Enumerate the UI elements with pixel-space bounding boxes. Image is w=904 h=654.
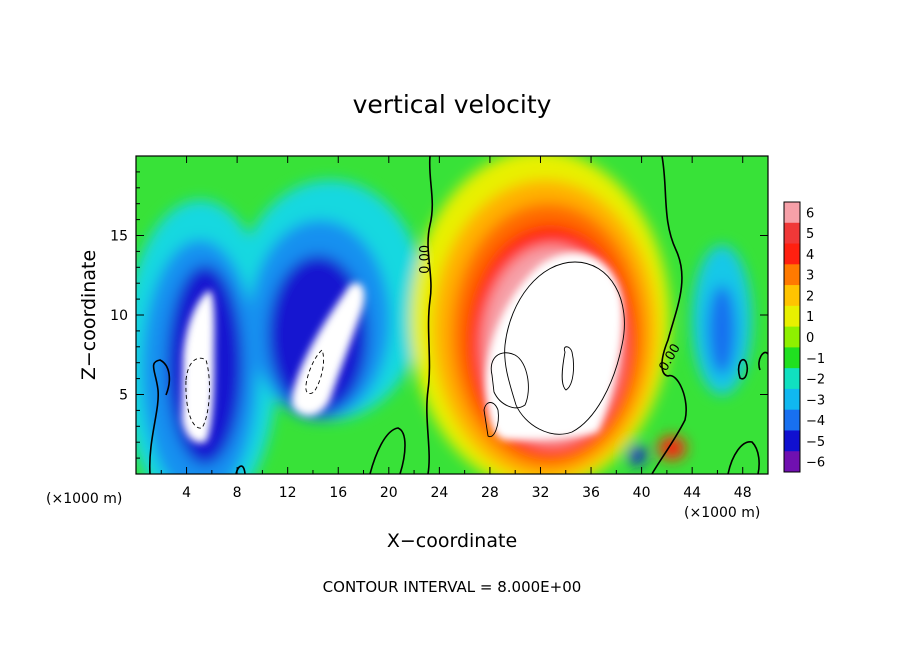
y-tick-label: 5 bbox=[119, 388, 128, 404]
plot-area bbox=[136, 156, 768, 474]
colorbar-label: −4 bbox=[806, 414, 825, 429]
colorbar-label: 3 bbox=[806, 269, 814, 284]
colorbar-label: −3 bbox=[806, 393, 825, 408]
colorbar-label: −1 bbox=[806, 352, 825, 367]
x-tick-label: 32 bbox=[532, 485, 550, 501]
colorbar-label: −6 bbox=[806, 456, 825, 471]
colorbar-label: −5 bbox=[806, 435, 825, 450]
x-tick-label: 16 bbox=[329, 485, 347, 501]
contour-label: 0.00 bbox=[418, 245, 433, 274]
colorbar-swatch bbox=[784, 430, 800, 452]
colorbar-swatch bbox=[784, 368, 800, 390]
colorbar-label: 4 bbox=[806, 248, 814, 263]
colorbar: 6 5 4 3 2 1 0 −1 −2 −3 −4 −5 −6 bbox=[783, 201, 825, 473]
colorbar-swatch bbox=[784, 285, 800, 307]
colorbar-swatch bbox=[784, 451, 800, 473]
x-axis: 4 8 12 16 20 24 28 32 36 40 44 48 bbox=[160, 156, 752, 501]
colorbar-swatch bbox=[784, 388, 800, 411]
colorbar-swatch bbox=[784, 243, 800, 265]
colorbar-label: 1 bbox=[806, 310, 814, 325]
x-unit-right: (×1000 m) bbox=[684, 505, 760, 521]
x-tick-label: 24 bbox=[430, 485, 448, 501]
colorbar-label: 2 bbox=[806, 289, 814, 304]
colorbar-frame bbox=[783, 201, 801, 473]
y-axis: 5 10 15 bbox=[110, 171, 768, 459]
colorbar-swatch bbox=[784, 264, 800, 286]
x-tick-label: 4 bbox=[182, 485, 191, 501]
x-tick-label: 20 bbox=[380, 485, 398, 501]
y-axis-label: Z−coordinate bbox=[78, 250, 100, 380]
chart-title: vertical velocity bbox=[353, 90, 552, 119]
y-tick-label: 15 bbox=[110, 229, 128, 245]
colorbar-swatch bbox=[784, 202, 800, 224]
colorbar-label: −2 bbox=[806, 373, 825, 388]
x-tick-label: 28 bbox=[481, 485, 499, 501]
contour-lines-negative bbox=[185, 349, 325, 429]
x-tick-label: 36 bbox=[582, 485, 600, 501]
y-tick-label: 10 bbox=[110, 308, 128, 324]
contour-lines bbox=[148, 156, 768, 474]
contour-interval-note: CONTOUR INTERVAL = 8.000E+00 bbox=[323, 578, 582, 596]
colorbar-swatch bbox=[784, 409, 800, 431]
colorbar-swatch bbox=[784, 326, 800, 348]
colorbar-swatch bbox=[784, 347, 800, 369]
x-tick-label: 44 bbox=[683, 485, 701, 501]
colorbar-label: 0 bbox=[806, 331, 814, 346]
x-unit-left: (×1000 m) bbox=[46, 491, 122, 507]
x-tick-label: 40 bbox=[633, 485, 651, 501]
x-axis-label: X−coordinate bbox=[387, 530, 517, 552]
colorbar-label: 6 bbox=[806, 206, 814, 221]
x-tick-label: 12 bbox=[279, 485, 297, 501]
colorbar-swatch bbox=[784, 222, 800, 245]
x-tick-label: 8 bbox=[233, 485, 242, 501]
contour-lines-positive bbox=[483, 261, 625, 438]
x-tick-label: 48 bbox=[734, 485, 752, 501]
colorbar-label: 5 bbox=[806, 227, 814, 242]
colorbar-swatch bbox=[784, 305, 800, 328]
